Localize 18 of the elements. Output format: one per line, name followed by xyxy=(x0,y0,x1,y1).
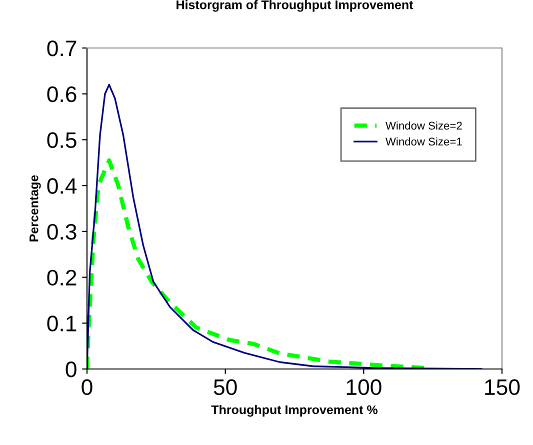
line-series xyxy=(87,84,482,369)
x-tick-label: 150 xyxy=(485,379,520,396)
legend-label: Window Size=2 xyxy=(386,121,462,130)
chart-title: Historgram of Throughput Improvement xyxy=(176,0,414,12)
y-tick-label: 0.7 xyxy=(47,40,76,56)
x-tick-label: 0 xyxy=(82,379,92,396)
y-tick-label: 0.6 xyxy=(47,86,76,102)
x-tick-label: 100 xyxy=(346,379,382,396)
legend-label: Window Size=1 xyxy=(386,137,462,146)
y-tick-label: 0.3 xyxy=(47,224,76,240)
y-tick-label: 0.5 xyxy=(47,132,76,148)
y-tick-label: 0.4 xyxy=(47,178,77,194)
y-tick-label: 0 xyxy=(66,362,76,378)
x-axis-title: Throughput Improvement % xyxy=(211,404,378,417)
y-axis-title: Percentage xyxy=(30,175,41,242)
y-tick-label: 0.1 xyxy=(47,316,76,332)
x-tick-label: 50 xyxy=(214,379,237,396)
y-tick-label: 0.2 xyxy=(47,270,76,286)
